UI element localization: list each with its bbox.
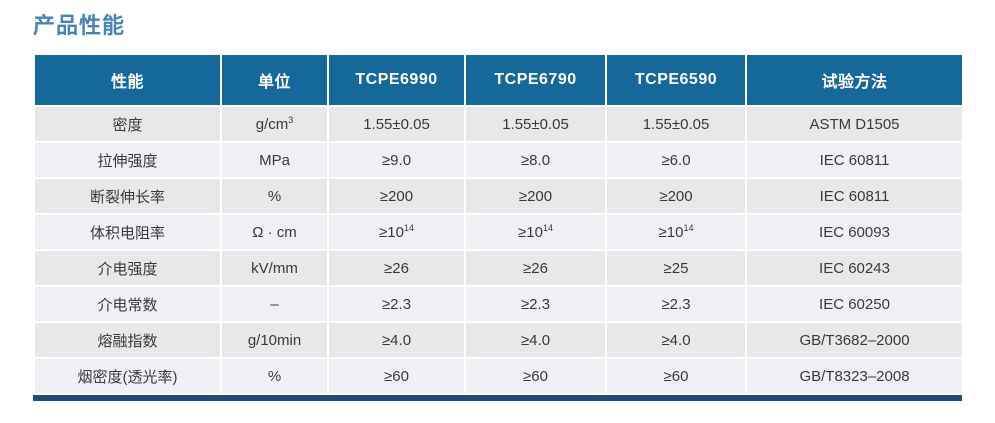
header-unit: 单位 [220, 53, 329, 107]
header-tcpe6790: TCPE6790 [464, 53, 607, 107]
cell-test-method: IEC 60811 [745, 177, 964, 215]
cell-property: 烟密度(透光率) [33, 357, 222, 395]
cell-tcpe6790-value: ≥8.0 [464, 141, 607, 179]
cell-tcpe6790-value: 1.55±0.05 [464, 105, 607, 143]
header-tcpe6990: TCPE6990 [327, 53, 466, 107]
cell-property: 介电强度 [33, 249, 222, 287]
cell-property: 熔融指数 [33, 321, 222, 359]
table-row: 介电强度 kV/mm ≥26 ≥26 ≥25 IEC 60243 [33, 249, 964, 287]
cell-tcpe6990-value: ≥2.3 [327, 285, 466, 323]
table-row: 断裂伸长率 % ≥200 ≥200 ≥200 IEC 60811 [33, 177, 964, 215]
cell-test-method: GB/T8323–2008 [745, 357, 964, 395]
cell-test-method: IEC 60243 [745, 249, 964, 287]
product-performance-table: 性能 单位 TCPE6990 TCPE6790 TCPE6590 试验方法 密度… [33, 53, 964, 395]
page-title: 产品性能 [33, 13, 126, 38]
table-bottom-accent-bar [33, 395, 962, 401]
cell-tcpe6590-value: ≥200 [605, 177, 747, 215]
cell-test-method: ASTM D1505 [745, 105, 964, 143]
cell-tcpe6590-value: ≥6.0 [605, 141, 747, 179]
cell-tcpe6990-value: ≥200 [327, 177, 466, 215]
cell-tcpe6590-value: ≥2.3 [605, 285, 747, 323]
table-row: 烟密度(透光率) % ≥60 ≥60 ≥60 GB/T8323–2008 [33, 357, 964, 395]
cell-property: 密度 [33, 105, 222, 143]
cell-tcpe6790-value: ≥60 [464, 357, 607, 395]
cell-tcpe6990-value: ≥60 [327, 357, 466, 395]
cell-tcpe6790-value: ≥2.3 [464, 285, 607, 323]
cell-test-method: IEC 60250 [745, 285, 964, 323]
cell-tcpe6990-value: ≥4.0 [327, 321, 466, 359]
cell-tcpe6590-value: ≥1014 [605, 213, 747, 251]
cell-tcpe6590-value: 1.55±0.05 [605, 105, 747, 143]
table-row: 介电常数 – ≥2.3 ≥2.3 ≥2.3 IEC 60250 [33, 285, 964, 323]
cell-property: 拉伸强度 [33, 141, 222, 179]
table-row: 体积电阻率 Ω · cm ≥1014 ≥1014 ≥1014 IEC 60093 [33, 213, 964, 251]
cell-property: 介电常数 [33, 285, 222, 323]
table-header-row: 性能 单位 TCPE6990 TCPE6790 TCPE6590 试验方法 [33, 53, 964, 107]
table-body: 密度 g/cm3 1.55±0.05 1.55±0.05 1.55±0.05 A… [33, 105, 964, 395]
cell-unit: g/10min [220, 321, 329, 359]
cell-tcpe6790-value: ≥1014 [464, 213, 607, 251]
cell-test-method: IEC 60093 [745, 213, 964, 251]
cell-tcpe6990-value: ≥26 [327, 249, 466, 287]
cell-tcpe6990-value: ≥9.0 [327, 141, 466, 179]
cell-property: 断裂伸长率 [33, 177, 222, 215]
cell-unit: % [220, 177, 329, 215]
header-tcpe6590: TCPE6590 [605, 53, 747, 107]
cell-unit: – [220, 285, 329, 323]
cell-tcpe6790-value: ≥26 [464, 249, 607, 287]
cell-unit: MPa [220, 141, 329, 179]
cell-tcpe6990-value: ≥1014 [327, 213, 466, 251]
cell-test-method: GB/T3682–2000 [745, 321, 964, 359]
cell-tcpe6790-value: ≥200 [464, 177, 607, 215]
cell-tcpe6790-value: ≥4.0 [464, 321, 607, 359]
table-row: 密度 g/cm3 1.55±0.05 1.55±0.05 1.55±0.05 A… [33, 105, 964, 143]
cell-unit: kV/mm [220, 249, 329, 287]
page-container: 产品性能 性能 单位 TCPE6990 TCPE6790 TCPE6590 试验… [33, 13, 964, 401]
cell-unit: Ω · cm [220, 213, 329, 251]
header-property: 性能 [33, 53, 222, 107]
header-test-method: 试验方法 [745, 53, 964, 107]
table-row: 熔融指数 g/10min ≥4.0 ≥4.0 ≥4.0 GB/T3682–200… [33, 321, 964, 359]
cell-unit: % [220, 357, 329, 395]
cell-tcpe6590-value: ≥4.0 [605, 321, 747, 359]
cell-property: 体积电阻率 [33, 213, 222, 251]
cell-tcpe6990-value: 1.55±0.05 [327, 105, 466, 143]
cell-tcpe6590-value: ≥25 [605, 249, 747, 287]
cell-unit: g/cm3 [220, 105, 329, 143]
cell-tcpe6590-value: ≥60 [605, 357, 747, 395]
table-row: 拉伸强度 MPa ≥9.0 ≥8.0 ≥6.0 IEC 60811 [33, 141, 964, 179]
cell-test-method: IEC 60811 [745, 141, 964, 179]
